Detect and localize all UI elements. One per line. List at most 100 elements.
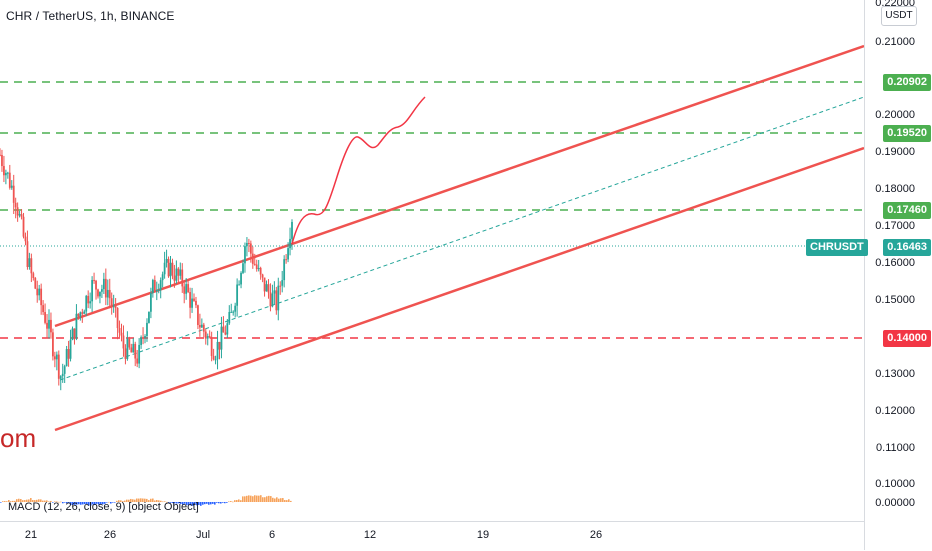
macd-bar bbox=[156, 499, 158, 502]
candle-body bbox=[269, 292, 272, 307]
macd-bar bbox=[228, 501, 230, 503]
chart-canvas[interactable] bbox=[0, 0, 864, 521]
macd-bar bbox=[22, 500, 24, 502]
candle-body bbox=[22, 216, 25, 237]
candles bbox=[0, 148, 293, 391]
tick-label: 0.18000 bbox=[875, 183, 915, 195]
candle-body bbox=[189, 292, 191, 308]
candle-body bbox=[291, 222, 293, 239]
candle-body bbox=[67, 349, 70, 359]
candle-body bbox=[44, 312, 46, 323]
candle-body bbox=[277, 285, 280, 311]
macd-bar bbox=[62, 502, 64, 504]
candle-body bbox=[75, 313, 78, 339]
macd-bar bbox=[244, 496, 246, 502]
candle-body bbox=[153, 280, 156, 291]
macd-bar bbox=[88, 502, 90, 506]
candle-body bbox=[6, 172, 9, 174]
candle-body bbox=[197, 305, 199, 325]
candle-body bbox=[122, 335, 125, 349]
candle-body bbox=[163, 262, 166, 275]
macd-label: MACD (12, 26, close, 9) [object Object] bbox=[8, 501, 199, 513]
macd-bar bbox=[102, 502, 104, 505]
currency-button[interactable]: USDT bbox=[881, 6, 917, 26]
tick-label: 0.15000 bbox=[875, 294, 915, 306]
macd-bar bbox=[254, 495, 256, 502]
level-tag: 0.20902 bbox=[883, 74, 931, 91]
channel[interactable] bbox=[54, 44, 864, 432]
macd-bar bbox=[92, 502, 94, 505]
macd-bar bbox=[30, 498, 32, 502]
candle-body bbox=[42, 305, 45, 313]
candle-body bbox=[28, 258, 31, 267]
macd-bar bbox=[20, 499, 22, 502]
macd-bar bbox=[40, 499, 42, 502]
time-label: 19 bbox=[476, 529, 490, 541]
tick-label: 0.10000 bbox=[875, 478, 915, 490]
candle-body bbox=[242, 263, 244, 273]
macd-bar bbox=[178, 502, 180, 504]
candle-body bbox=[1, 154, 3, 167]
macd-bar bbox=[220, 502, 222, 504]
candle-body bbox=[12, 185, 15, 203]
tick-label: 0.21000 bbox=[875, 36, 915, 48]
price-axis[interactable]: USDT 0.22000 0.21000 0.20000 0.19000 0.1… bbox=[864, 0, 932, 550]
macd-bar bbox=[16, 499, 18, 502]
candle-body bbox=[247, 242, 250, 244]
candle-body bbox=[210, 337, 213, 356]
candle-body bbox=[104, 278, 107, 298]
tick-label: 0.19000 bbox=[875, 146, 915, 158]
candle-body bbox=[40, 288, 43, 306]
macd-bar bbox=[114, 502, 116, 503]
macd-bar bbox=[182, 502, 184, 505]
candle-body bbox=[289, 238, 291, 249]
candle-body bbox=[126, 338, 129, 359]
macd-bar bbox=[146, 498, 148, 502]
candle-body bbox=[71, 328, 74, 340]
time-label: 21 bbox=[24, 529, 38, 541]
candle-body bbox=[161, 274, 164, 281]
macd-bar bbox=[208, 502, 210, 505]
candle-body bbox=[128, 338, 131, 348]
candle-body bbox=[87, 295, 90, 304]
candle-body bbox=[177, 268, 180, 276]
candle-body bbox=[185, 284, 188, 294]
candle-body bbox=[10, 185, 13, 188]
candle-body bbox=[144, 336, 146, 338]
tick-label: 0.00000 bbox=[875, 497, 915, 509]
macd-bar bbox=[100, 502, 102, 505]
candle-body bbox=[0, 154, 1, 156]
candle-body bbox=[212, 355, 215, 360]
candle-body bbox=[46, 322, 48, 329]
macd-bar bbox=[28, 499, 30, 502]
macd-bar bbox=[32, 500, 34, 502]
macd-bar bbox=[236, 500, 238, 502]
macd-bar bbox=[200, 502, 202, 506]
time-axis[interactable]: 21 26 Jul 6 12 19 26 bbox=[0, 521, 864, 551]
candle-body bbox=[85, 295, 88, 312]
candle-body bbox=[240, 272, 242, 285]
watermark: om bbox=[0, 423, 37, 453]
candle-body bbox=[18, 214, 21, 216]
candle-body bbox=[77, 313, 80, 317]
candle-body bbox=[169, 262, 172, 277]
candle-body bbox=[124, 348, 127, 359]
macd-bar bbox=[278, 498, 280, 502]
candle-body bbox=[99, 291, 101, 297]
candle-body bbox=[83, 311, 86, 314]
macd-bar bbox=[96, 502, 98, 504]
candle-body bbox=[171, 262, 174, 276]
macd-bar bbox=[106, 502, 108, 503]
candle-body bbox=[275, 290, 278, 311]
macd-bar bbox=[142, 498, 144, 502]
macd-bar bbox=[60, 501, 62, 503]
macd-bar bbox=[246, 495, 248, 502]
macd-bar bbox=[286, 500, 288, 502]
candle-body bbox=[110, 298, 113, 307]
candle-body bbox=[53, 356, 56, 360]
candle-body bbox=[265, 284, 268, 292]
time-label: 6 bbox=[268, 529, 276, 541]
candle-body bbox=[57, 354, 60, 379]
candle-body bbox=[198, 324, 201, 328]
tick-label: 0.12000 bbox=[875, 405, 915, 417]
